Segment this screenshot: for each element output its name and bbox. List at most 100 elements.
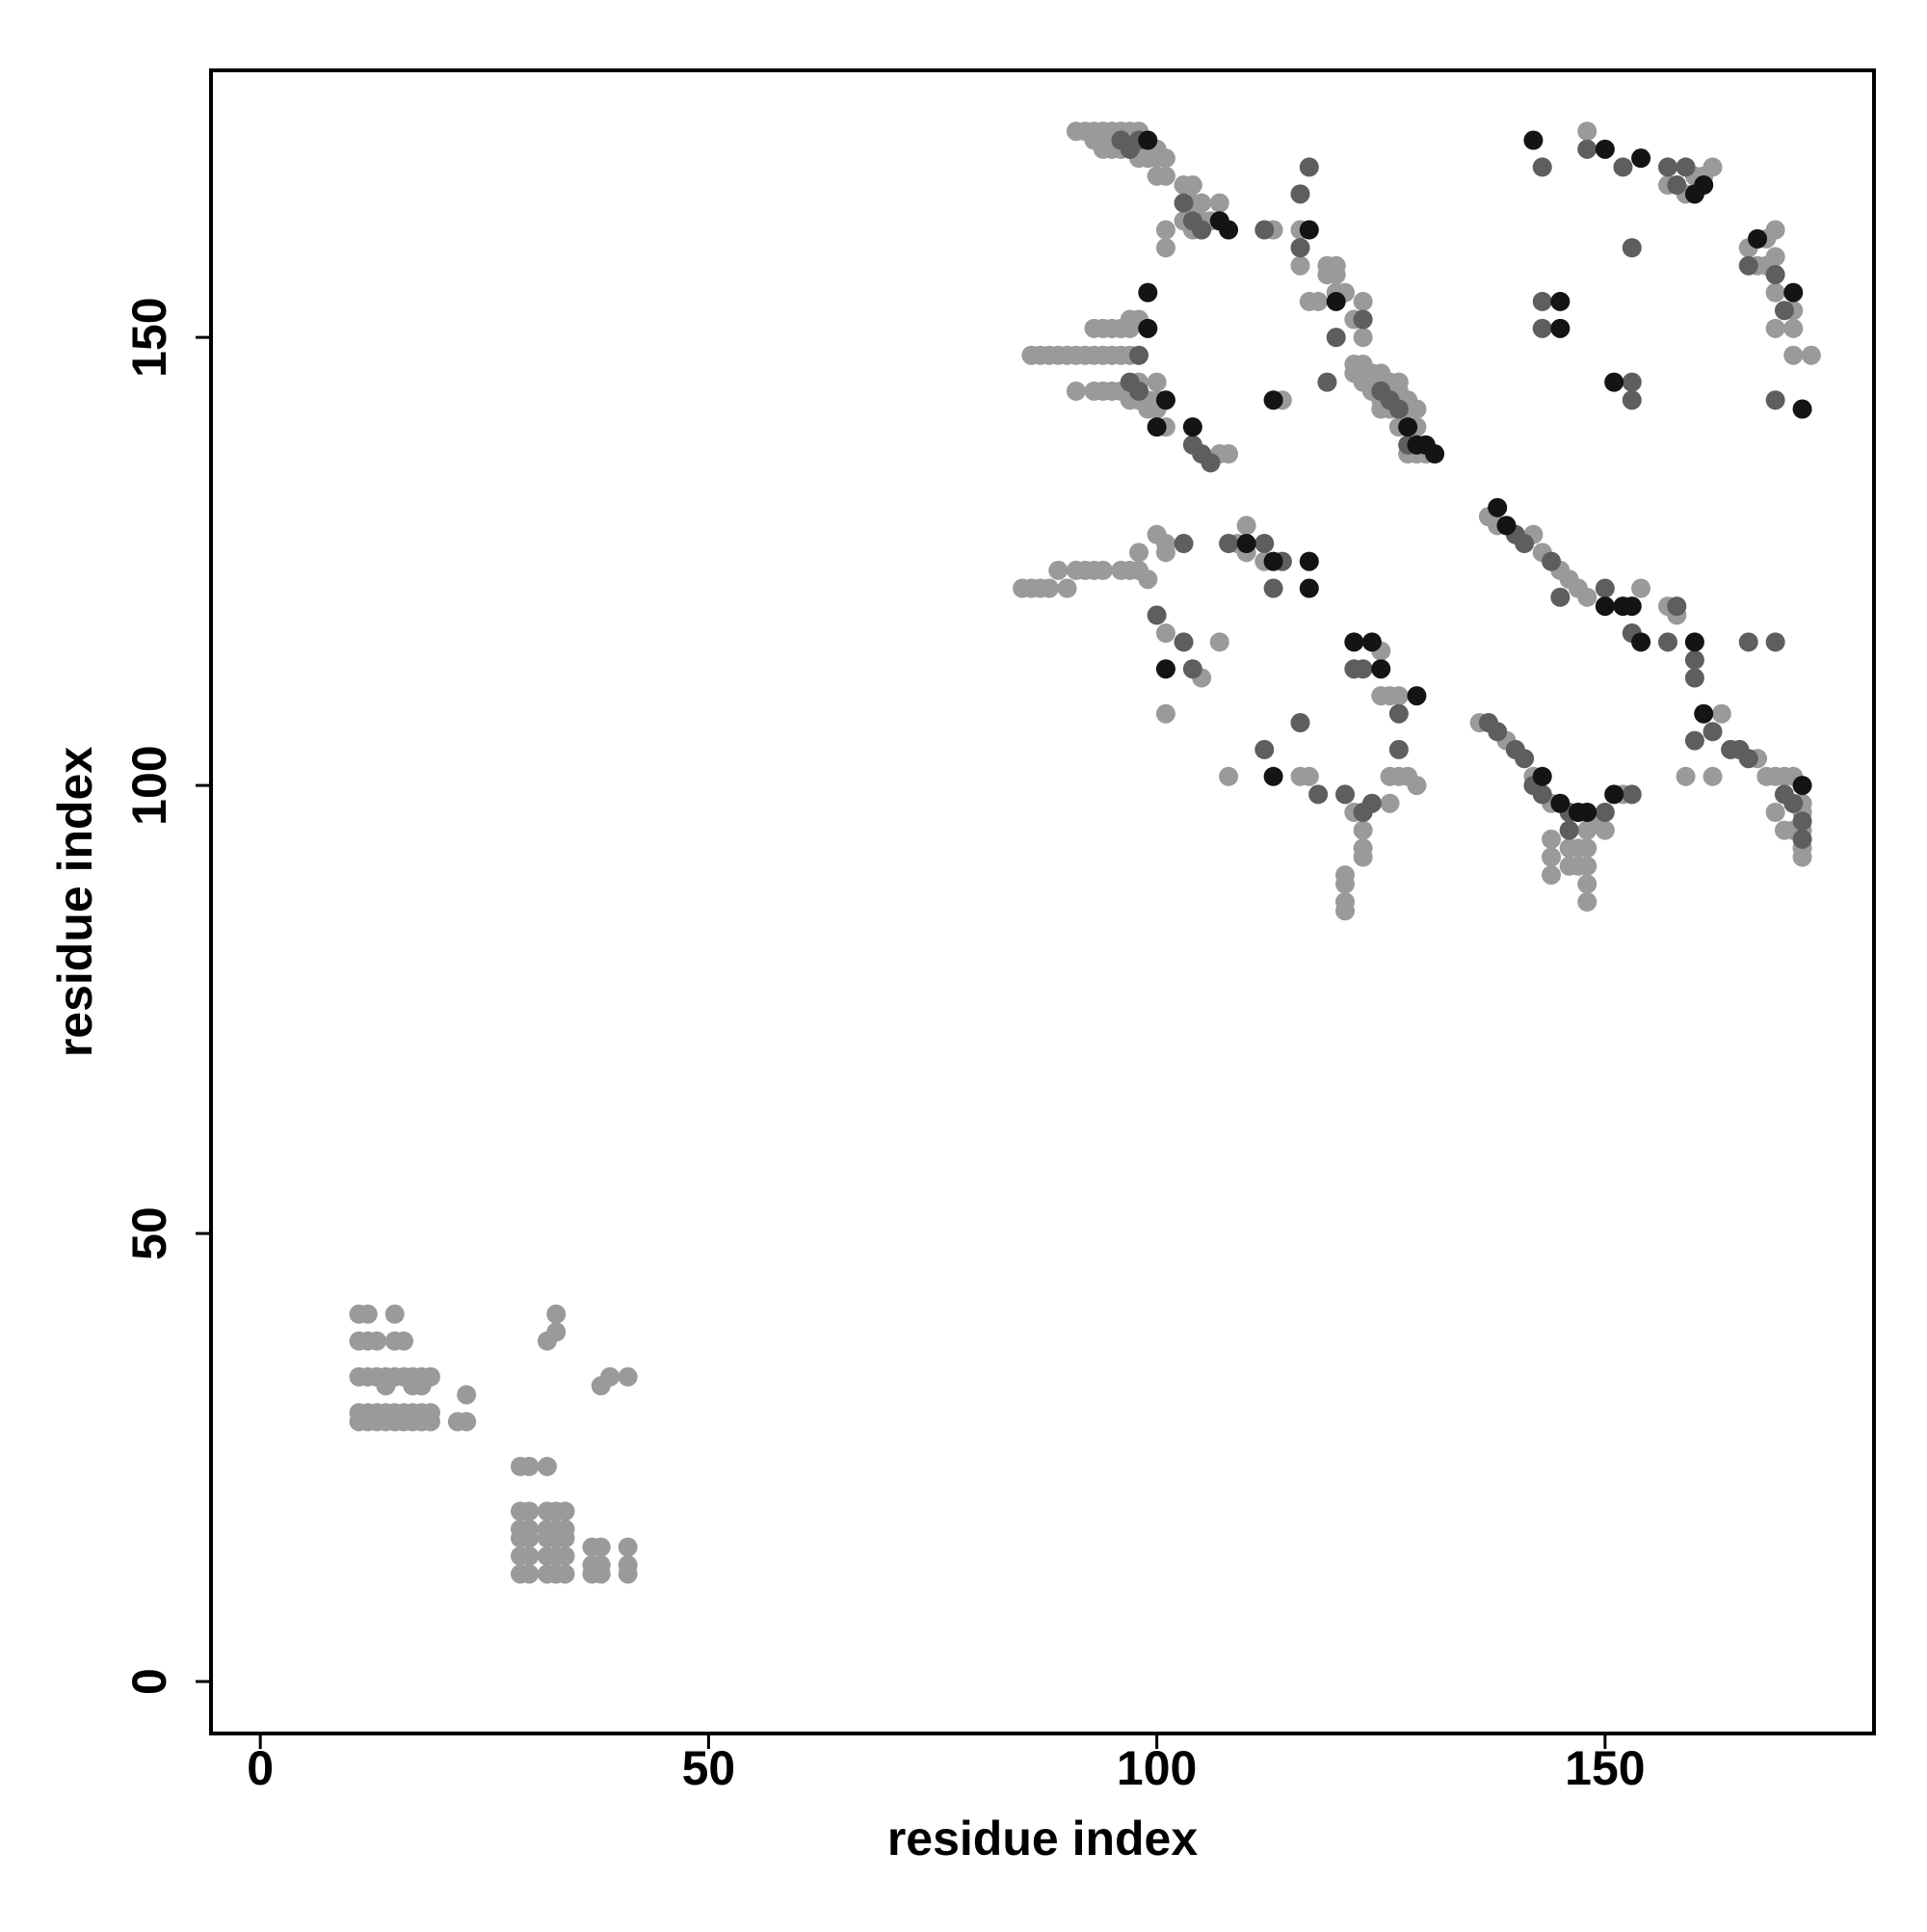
point — [1263, 578, 1283, 598]
point — [1488, 722, 1508, 742]
point — [1155, 659, 1175, 679]
point — [1684, 632, 1704, 652]
point — [1765, 803, 1785, 823]
plot-frame — [209, 68, 1876, 1735]
point — [1765, 632, 1785, 652]
point — [1147, 372, 1167, 392]
x-tick-label: 0 — [247, 1741, 274, 1795]
point — [1138, 282, 1158, 303]
point — [1577, 820, 1597, 840]
point — [1219, 534, 1239, 554]
point — [591, 1564, 611, 1584]
point — [1353, 820, 1373, 840]
point — [1577, 892, 1597, 912]
point — [1657, 157, 1677, 177]
point — [1407, 776, 1427, 796]
point — [1595, 820, 1615, 840]
point — [1155, 148, 1175, 169]
point — [357, 1304, 378, 1324]
point — [555, 1501, 575, 1522]
point — [1155, 703, 1175, 724]
point — [1407, 399, 1427, 419]
point — [519, 1528, 540, 1548]
point — [1595, 803, 1615, 823]
point — [1120, 372, 1140, 392]
point — [546, 1304, 567, 1324]
point — [1542, 829, 1562, 849]
point — [1209, 632, 1229, 652]
point — [1111, 130, 1131, 150]
point — [1236, 516, 1256, 536]
point — [1792, 829, 1812, 849]
point — [394, 1331, 414, 1351]
point — [1066, 381, 1086, 401]
point — [420, 1412, 440, 1432]
point — [1388, 703, 1409, 724]
point — [1380, 793, 1400, 813]
point — [1774, 784, 1794, 805]
point — [1765, 265, 1785, 285]
point — [1155, 543, 1175, 563]
point — [1532, 766, 1552, 786]
y-tick-label: 100 — [122, 745, 176, 825]
point — [1353, 847, 1373, 867]
point — [1532, 784, 1552, 805]
point — [367, 1331, 387, 1351]
point — [1174, 193, 1194, 213]
point — [1711, 703, 1731, 724]
point — [1703, 766, 1723, 786]
point — [1622, 238, 1642, 258]
point — [1182, 175, 1202, 196]
point — [376, 1376, 396, 1396]
point — [555, 1564, 575, 1584]
point — [1155, 238, 1175, 258]
point — [1093, 560, 1113, 580]
point — [1129, 345, 1149, 365]
point — [1515, 534, 1535, 554]
point — [1676, 766, 1696, 786]
point — [555, 1528, 575, 1548]
point — [1738, 749, 1758, 769]
point — [1290, 255, 1310, 276]
point — [1425, 444, 1445, 464]
point — [1577, 874, 1597, 894]
point — [1371, 659, 1391, 679]
point — [1290, 238, 1310, 258]
point — [1613, 157, 1633, 177]
point — [1542, 865, 1562, 886]
point — [1388, 686, 1409, 706]
point — [1335, 874, 1356, 894]
point — [600, 1366, 620, 1387]
point — [1299, 551, 1319, 571]
point — [1792, 811, 1812, 832]
point — [1192, 220, 1212, 240]
point — [1783, 282, 1804, 303]
y-tick-label: 50 — [122, 1206, 176, 1260]
point — [1631, 632, 1651, 652]
point — [1559, 838, 1579, 859]
point — [1155, 220, 1175, 240]
point — [1308, 291, 1329, 311]
point — [1219, 766, 1239, 786]
point — [1407, 435, 1427, 455]
point — [1353, 309, 1373, 330]
point — [411, 1376, 432, 1396]
x-axis-label: residue index — [887, 1812, 1199, 1866]
point — [457, 1385, 477, 1405]
x-tick-label: 150 — [1565, 1741, 1645, 1795]
point — [1738, 632, 1758, 652]
point — [618, 1366, 638, 1387]
point — [1353, 291, 1373, 311]
point — [1254, 739, 1275, 759]
point — [1335, 901, 1356, 921]
point — [1129, 543, 1149, 563]
point — [1317, 372, 1337, 392]
point — [1388, 739, 1409, 759]
point — [457, 1412, 477, 1432]
point — [1407, 686, 1427, 706]
point — [1550, 587, 1571, 607]
point — [1299, 157, 1319, 177]
point — [618, 1564, 638, 1584]
point — [1155, 623, 1175, 644]
